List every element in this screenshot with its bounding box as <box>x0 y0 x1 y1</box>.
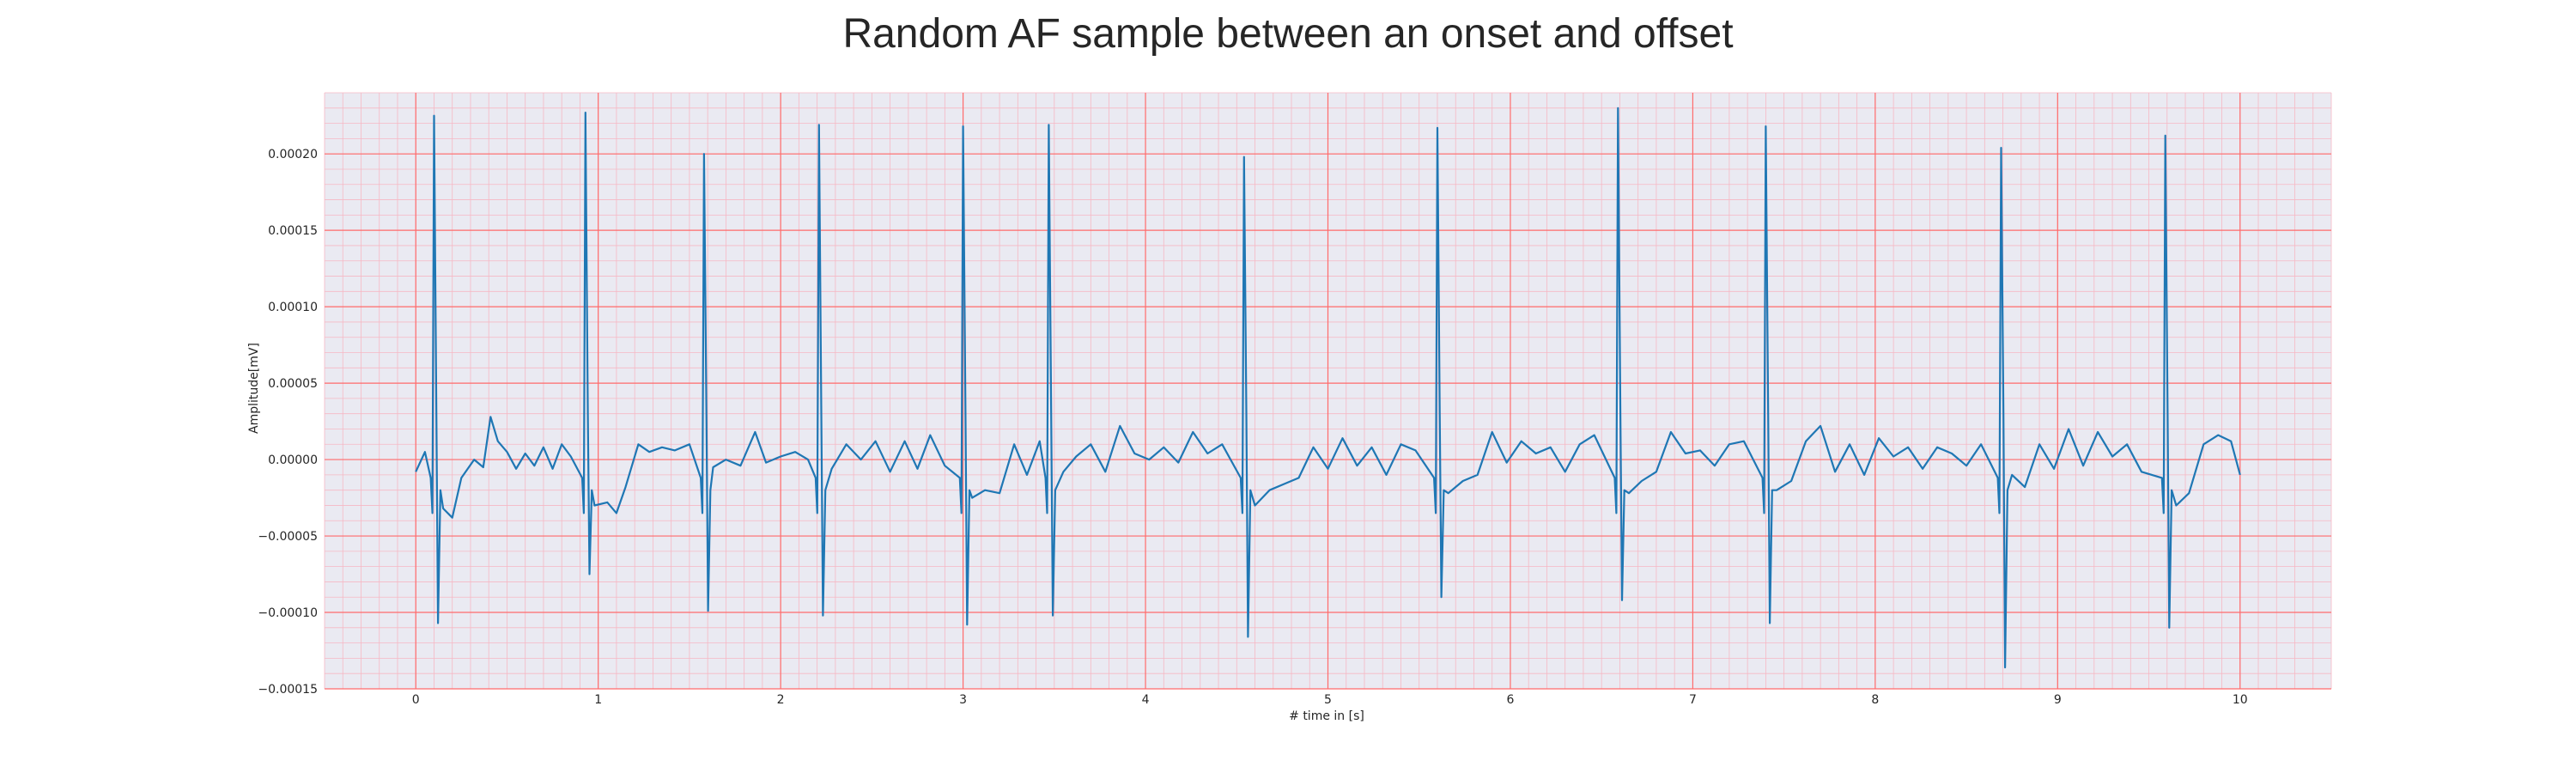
x-tick-label: 10 <box>2233 693 2248 707</box>
y-axis-ticks: −0.00015 −0.00010 −0.00005 0.00000 0.00005 0.… <box>258 148 318 697</box>
x-tick-label: 8 <box>1871 693 1879 707</box>
y-axis-label: Amplitude[mV] <box>247 343 261 434</box>
x-tick-label: 7 <box>1689 693 1697 707</box>
x-axis-label: # time in [s] <box>1289 709 1364 723</box>
y-tick-label: 0.00005 <box>268 377 318 391</box>
ecg-series-line <box>415 107 2241 669</box>
x-tick-label: 2 <box>777 693 785 707</box>
y-tick-label: 0.00010 <box>268 301 318 314</box>
x-axis-ticks: 0 1 2 3 4 5 6 7 8 9 10 <box>412 693 2248 707</box>
x-tick-label: 0 <box>412 693 420 707</box>
x-tick-label: 1 <box>594 693 602 707</box>
major-grid <box>325 93 2331 690</box>
x-tick-label: 5 <box>1324 693 1332 707</box>
y-tick-label: −0.00005 <box>258 530 318 544</box>
y-tick-label: −0.00015 <box>258 683 318 697</box>
y-tick-label: 0.00015 <box>268 224 318 238</box>
x-tick-label: 3 <box>959 693 967 707</box>
chart-title: Random AF sample between an onset and of… <box>842 11 1733 57</box>
y-tick-label: 0.00000 <box>268 453 318 467</box>
y-tick-label: −0.00010 <box>258 606 318 620</box>
y-tick-label: 0.00020 <box>268 148 318 161</box>
x-tick-label: 6 <box>1506 693 1514 707</box>
x-tick-label: 9 <box>2054 693 2062 707</box>
x-tick-label: 4 <box>1142 693 1150 707</box>
